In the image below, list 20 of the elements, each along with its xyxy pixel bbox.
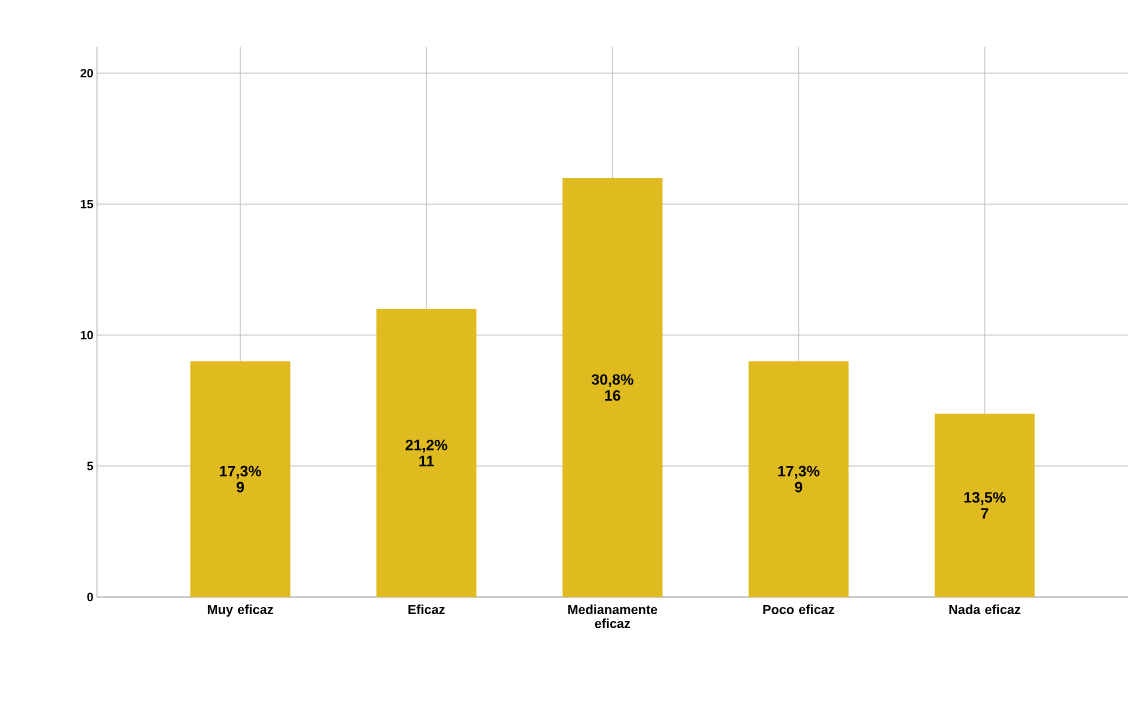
- y-tick-label: 20: [80, 68, 93, 78]
- bar: [562, 177, 663, 597]
- data-label: 30,8% 16: [591, 374, 634, 401]
- data-label: 13,5% 7: [964, 492, 1006, 519]
- y-tick-label: 15: [80, 199, 94, 209]
- y-tick-label: 5: [87, 461, 94, 471]
- x-tick-label: Medianamente eficaz: [568, 604, 658, 629]
- x-tick-label: Eficaz: [408, 604, 445, 615]
- bar: [376, 308, 477, 597]
- y-tick-label: 10: [80, 330, 93, 340]
- data-label: 21,2% 11: [405, 439, 448, 467]
- data-label: 17,3% 9: [778, 465, 820, 493]
- x-tick-label: Nada eficaz: [949, 604, 1021, 615]
- data-label: 17,3% 9: [219, 465, 262, 493]
- x-tick-label: Muy eficaz: [207, 604, 274, 617]
- x-tick-label: Poco eficaz: [763, 604, 835, 615]
- bar: [934, 413, 1035, 597]
- bar: [190, 361, 291, 597]
- bar: [748, 361, 849, 597]
- y-tick-label: 0: [87, 592, 93, 602]
